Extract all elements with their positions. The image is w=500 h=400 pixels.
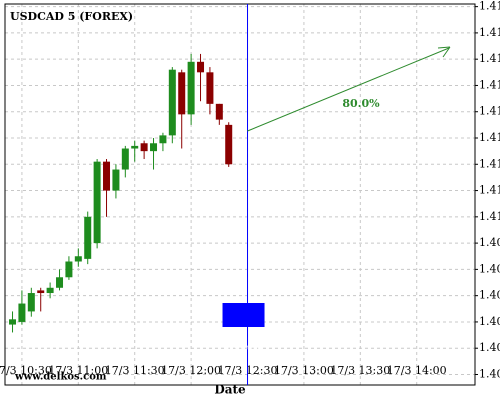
candle-body bbox=[121, 148, 129, 170]
y-tick-label: 1.4172 bbox=[479, 26, 500, 39]
candle-body bbox=[9, 319, 17, 325]
watermark: www.delkos.com bbox=[14, 372, 107, 383]
chart-title: USDCAD 5 (FOREX) bbox=[10, 10, 133, 23]
x-tick-label: 17/3 11:00 bbox=[48, 364, 108, 377]
y-tick-label: 1.4092 bbox=[479, 236, 500, 249]
candle-body bbox=[178, 72, 186, 115]
x-tick-label: 17/3 13:30 bbox=[330, 364, 390, 377]
x-tick-label: 17/3 12:00 bbox=[161, 364, 221, 377]
candle-body bbox=[65, 261, 73, 278]
plot-frame bbox=[4, 3, 476, 386]
event-box bbox=[222, 303, 265, 327]
grid bbox=[5, 4, 475, 385]
candle-body bbox=[27, 293, 35, 312]
candle-body bbox=[187, 61, 195, 115]
arrow-head bbox=[437, 46, 451, 58]
x-axis-label: Date bbox=[214, 383, 246, 397]
candle-body bbox=[131, 145, 139, 149]
y-tick-label: 1.4112 bbox=[479, 184, 500, 197]
y-tick-label: 1.4152 bbox=[479, 78, 500, 91]
x-tick-label: 17/3 10:30 bbox=[0, 364, 52, 377]
y-tick-label: 1.4122 bbox=[479, 157, 500, 170]
candle-body bbox=[84, 216, 92, 259]
candle-body bbox=[225, 124, 233, 165]
x-tick-label: 17/3 13:00 bbox=[274, 364, 334, 377]
y-tick-label: 1.4102 bbox=[479, 210, 500, 223]
candle-body bbox=[215, 103, 223, 120]
x-tick-label: 17/3 11:30 bbox=[105, 364, 165, 377]
y-tick-label: 1.4142 bbox=[479, 105, 500, 118]
candle-body bbox=[150, 143, 158, 152]
y-tick-label: 1.4082 bbox=[479, 262, 500, 275]
candle-body bbox=[74, 256, 82, 262]
y-tick-label: 1.4132 bbox=[479, 131, 500, 144]
y-tick-label: 1.4042 bbox=[479, 367, 500, 380]
candle-body bbox=[37, 290, 45, 294]
x-tick-label: 17/3 14:00 bbox=[387, 364, 447, 377]
y-tick-label: 1.4062 bbox=[479, 315, 500, 328]
candle-body bbox=[140, 143, 148, 152]
forecast-arrow bbox=[247, 47, 450, 132]
candle-body bbox=[197, 61, 205, 73]
candle-body bbox=[159, 135, 167, 144]
candles bbox=[9, 53, 233, 333]
candle-body bbox=[112, 169, 120, 191]
y-tick-label: 1.4162 bbox=[479, 52, 500, 65]
y-tick-label: 1.4182 bbox=[479, 0, 500, 13]
candle-body bbox=[56, 277, 64, 288]
event-label: Event bbox=[225, 340, 263, 354]
candle-body bbox=[46, 287, 54, 294]
candle-body bbox=[168, 69, 176, 136]
candle-body bbox=[206, 72, 214, 104]
forecast-label: 80.0% bbox=[342, 97, 380, 110]
candle-body bbox=[103, 161, 111, 191]
candle-body bbox=[18, 303, 26, 322]
y-tick-label: 1.4052 bbox=[479, 341, 500, 354]
y-tick-label: 1.4072 bbox=[479, 289, 500, 302]
candle-body bbox=[93, 161, 101, 244]
